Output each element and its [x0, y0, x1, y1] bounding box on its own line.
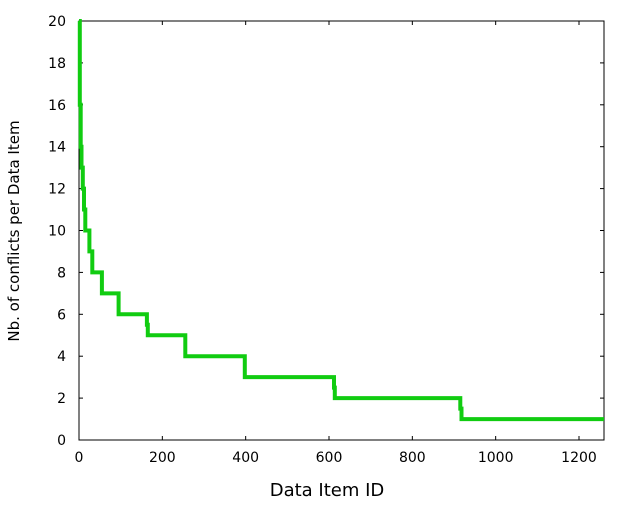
x-tick-label: 0 [75, 450, 84, 466]
tick-labels: 0 200 400 600 800 1000 1200 0 2 4 6 8 10 12 14 16 18 20 [48, 14, 597, 466]
x-tick-label: 200 [149, 450, 176, 466]
series-layer [77, 19, 604, 422]
axis-ticks [78, 20, 604, 441]
x-tick-label: 1000 [478, 450, 514, 466]
x-tick-label: 1200 [561, 450, 597, 466]
series-line [77, 19, 604, 422]
y-tick-label: 8 [57, 265, 66, 281]
x-tick-label: 800 [399, 450, 426, 466]
y-tick-label: 14 [48, 140, 66, 156]
plot-frame [78, 20, 605, 441]
y-tick-label: 18 [48, 56, 66, 72]
y-tick-label: 6 [57, 307, 66, 323]
x-tick-label: 400 [232, 450, 259, 466]
y-axis-label: Nb. of conflicts per Data Item [5, 120, 23, 341]
y-tick-label: 20 [48, 14, 66, 30]
y-tick-label: 16 [48, 98, 66, 114]
x-axis-label: Data Item ID [270, 480, 385, 501]
y-tick-label: 2 [57, 391, 66, 407]
plot-area [78, 20, 605, 441]
y-tick-label: 4 [57, 349, 66, 365]
y-tick-label: 10 [48, 224, 66, 240]
y-tick-label: 0 [57, 433, 66, 449]
x-tick-label: 600 [316, 450, 343, 466]
y-tick-label: 12 [48, 182, 66, 198]
